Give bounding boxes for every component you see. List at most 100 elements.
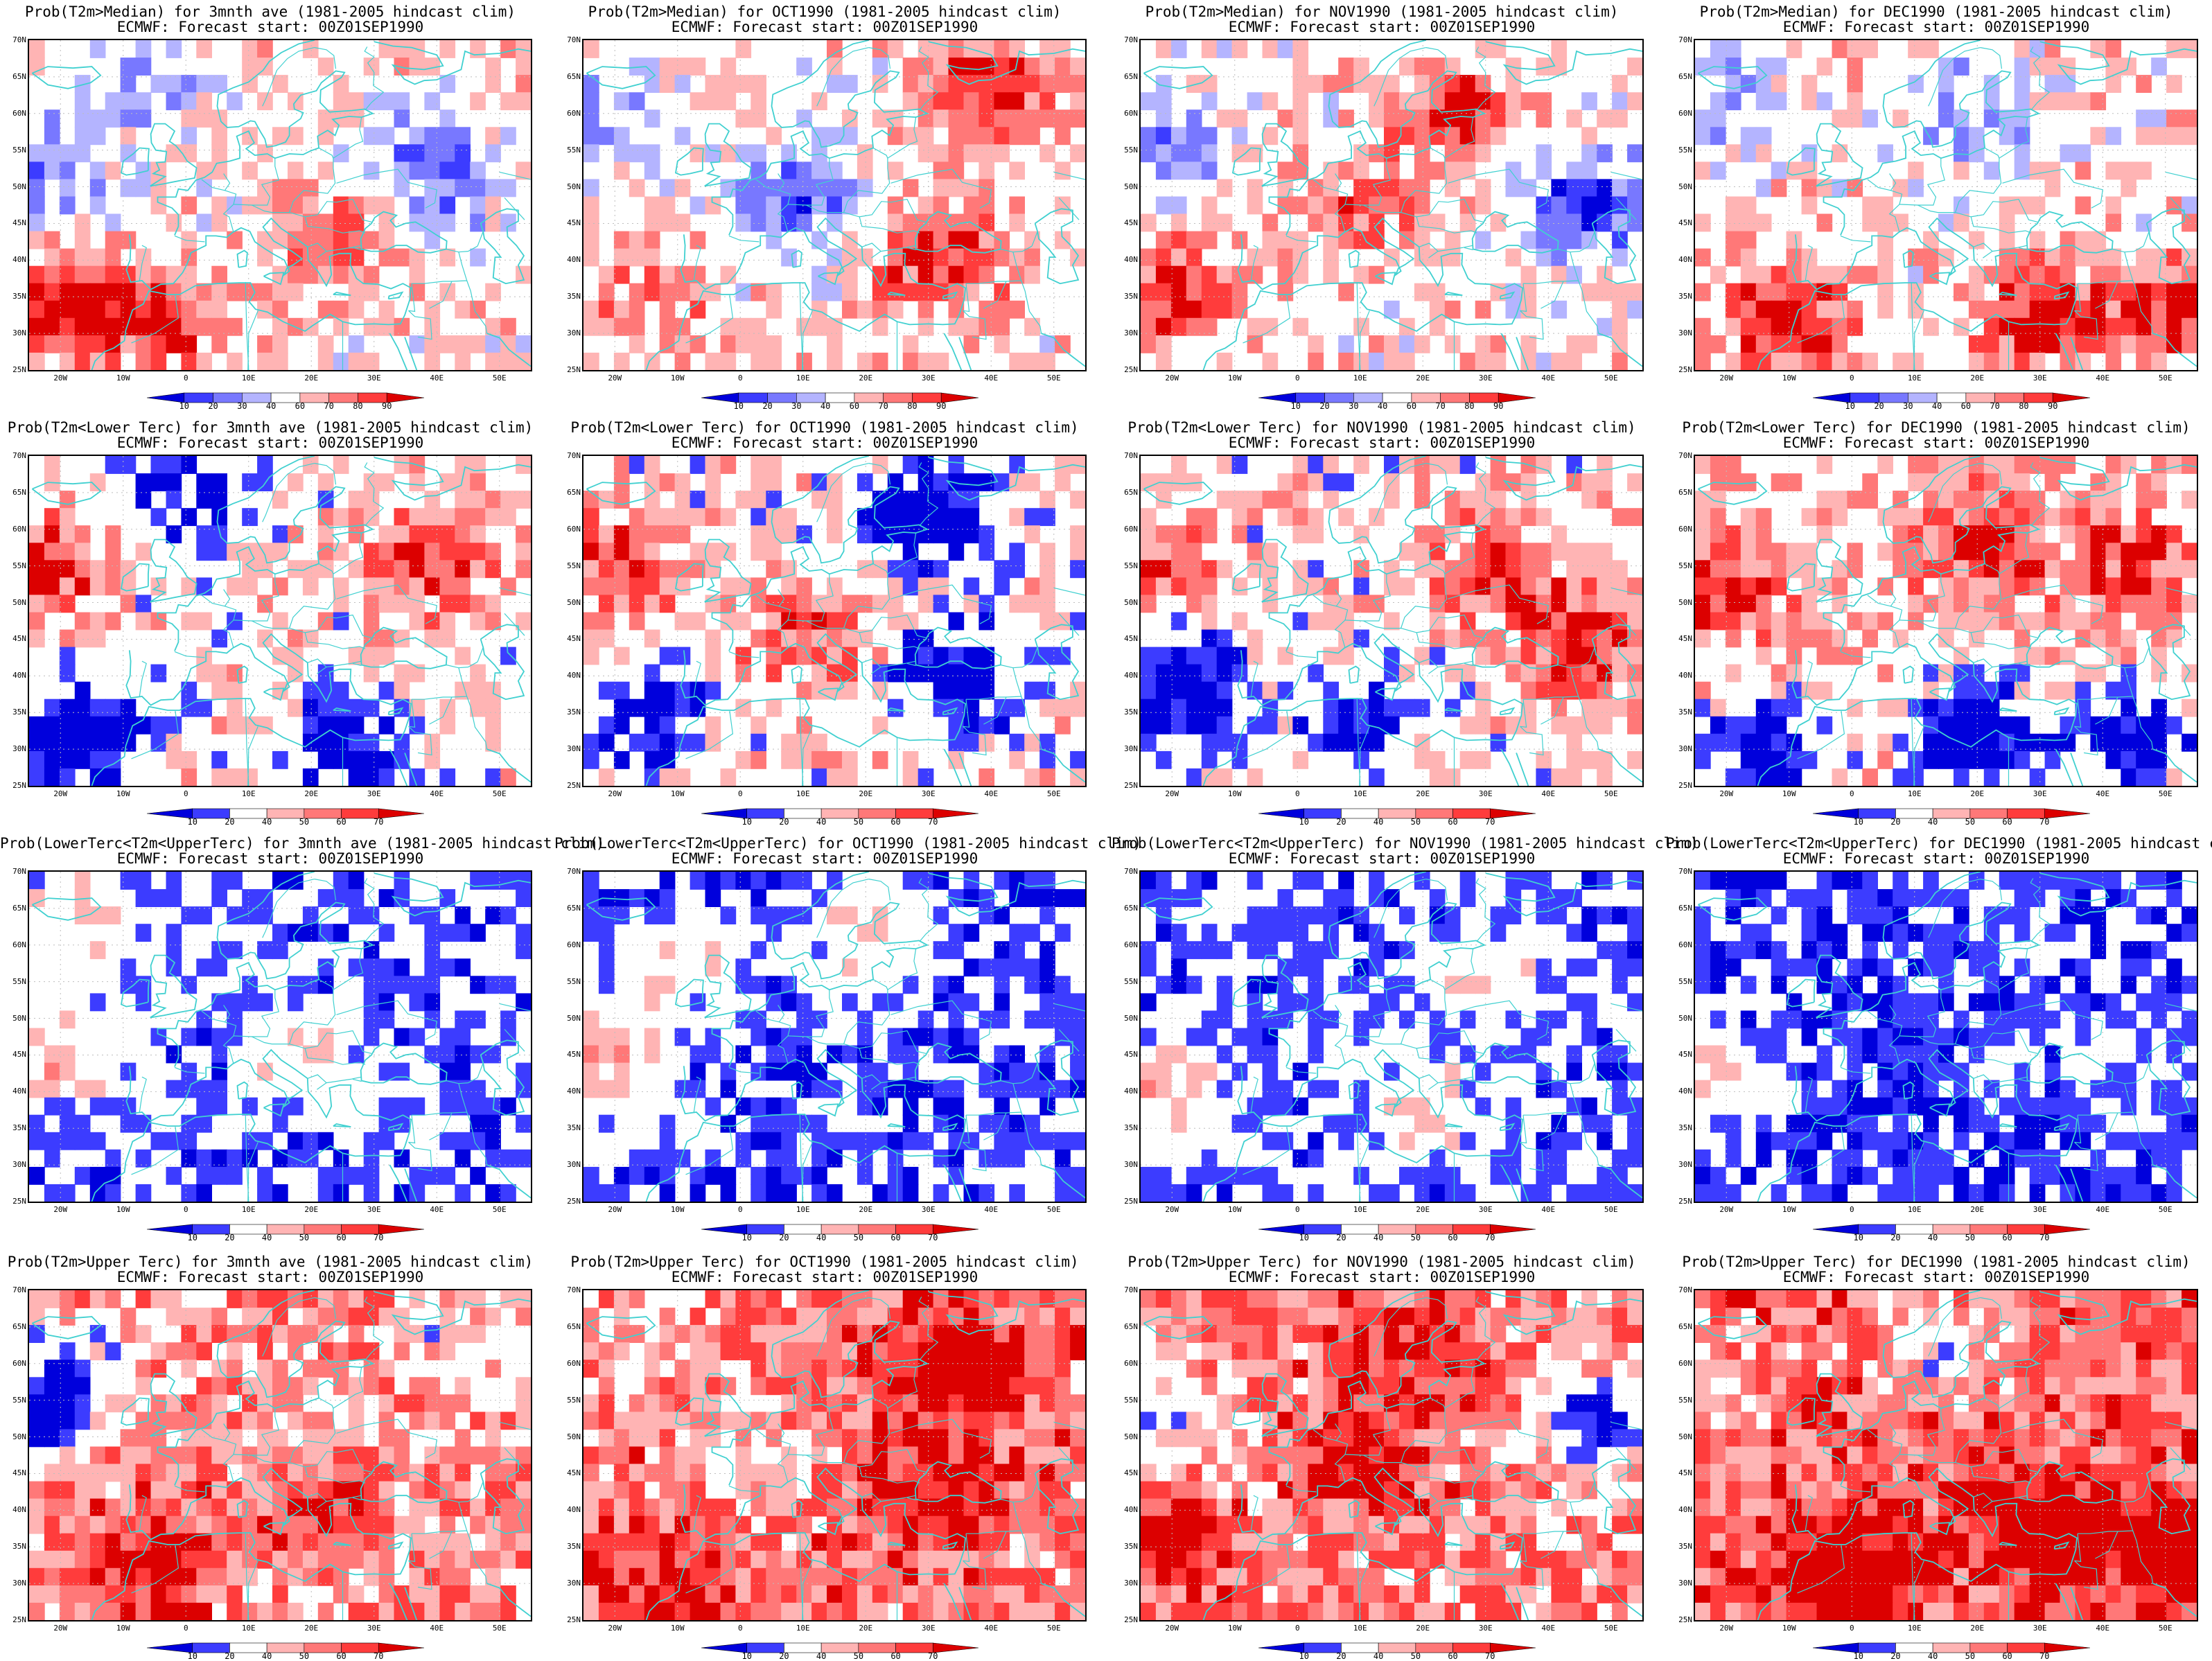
- probability-cell: [1445, 508, 1461, 526]
- probability-cell: [978, 197, 994, 215]
- probability-cell: [1551, 717, 1567, 735]
- probability-cell: [1171, 1184, 1187, 1202]
- probability-cell: [1566, 1063, 1582, 1081]
- probability-cell: [1581, 127, 1597, 145]
- probability-cell: [903, 283, 919, 301]
- probability-cell: [1263, 717, 1279, 735]
- colorbar-swatch: [147, 1224, 193, 1234]
- probability-cell: [811, 161, 827, 179]
- probability-cell: [516, 889, 531, 907]
- probability-cell: [1984, 717, 2000, 735]
- probability-cell: [2015, 92, 2030, 110]
- probability-cell: [166, 1080, 182, 1098]
- probability-cell: [1847, 58, 1863, 76]
- probability-cell: [599, 768, 615, 786]
- probability-cell: [2121, 699, 2136, 717]
- probability-cell: [1597, 1184, 1613, 1202]
- probability-cell: [1787, 699, 1802, 717]
- probability-cell: [2136, 161, 2152, 179]
- probability-cell: [1070, 92, 1085, 110]
- probability-cell: [29, 283, 45, 301]
- probability-cell: [1862, 630, 1878, 648]
- probability-cell: [1141, 92, 1157, 110]
- probability-cell: [1566, 456, 1582, 474]
- probability-cell: [644, 109, 660, 128]
- probability-cell: [364, 58, 380, 76]
- probability-cell: [44, 1150, 60, 1168]
- probability-cell: [1506, 1098, 1522, 1116]
- probability-cell: [964, 717, 980, 735]
- probability-cell: [811, 231, 827, 249]
- probability-cell: [781, 525, 797, 543]
- country-border: [729, 236, 759, 242]
- probability-cell: [978, 1063, 994, 1081]
- probability-cell: [2151, 58, 2167, 76]
- probability-cell: [1323, 699, 1339, 717]
- probability-cell: [2121, 179, 2136, 197]
- probability-cell: [75, 1167, 91, 1185]
- probability-cell: [1292, 127, 1308, 145]
- probability-cell: [1141, 941, 1157, 959]
- probability-cell: [1039, 75, 1055, 93]
- longitude-label: 0: [172, 1206, 200, 1214]
- probability-cell: [500, 1184, 516, 1202]
- probability-cell: [750, 906, 766, 924]
- probability-cell: [599, 543, 615, 561]
- probability-cell: [121, 58, 137, 76]
- probability-cell: [660, 595, 676, 613]
- probability-cell: [1741, 1010, 1757, 1028]
- probability-cell: [660, 560, 676, 578]
- probability-cell: [439, 717, 455, 735]
- probability-cell: [781, 161, 797, 179]
- probability-cell: [75, 249, 91, 267]
- probability-cell: [1414, 751, 1430, 769]
- probability-cell: [1369, 682, 1385, 700]
- longitude-label: 30E: [2026, 374, 2054, 383]
- probability-cell: [2015, 58, 2030, 76]
- probability-cell: [842, 1132, 858, 1150]
- probability-cell: [1536, 1132, 1552, 1150]
- probability-cell: [364, 543, 380, 561]
- probability-cell: [1581, 335, 1597, 353]
- probability-cell: [75, 214, 91, 232]
- probability-cell: [1877, 751, 1893, 769]
- map-canvas: [29, 40, 531, 370]
- probability-cell: [1695, 283, 1711, 301]
- probability-cell: [933, 976, 949, 994]
- colorbar-tick-label: 90: [931, 402, 951, 410]
- probability-cell: [811, 1063, 827, 1081]
- probability-cell: [1597, 699, 1613, 717]
- probability-cell: [705, 508, 721, 526]
- probability-cell: [2045, 473, 2061, 491]
- probability-cell: [90, 109, 106, 128]
- probability-cell: [1954, 751, 1969, 769]
- probability-cell: [1055, 456, 1071, 474]
- probability-cell: [1156, 1184, 1172, 1202]
- probability-cell: [1695, 682, 1711, 700]
- probability-cell: [1536, 92, 1552, 110]
- probability-cell: [705, 543, 721, 561]
- probability-cell: [151, 301, 167, 319]
- probability-cell: [1460, 717, 1476, 735]
- colorbar-swatch: [1490, 809, 1536, 818]
- probability-cell: [470, 1098, 486, 1116]
- probability-cell: [455, 1028, 471, 1046]
- probability-cell: [1156, 197, 1172, 215]
- probability-cell: [1506, 560, 1522, 578]
- probability-cell: [583, 1028, 599, 1046]
- probability-cell: [1156, 976, 1172, 994]
- probability-cell: [811, 283, 827, 301]
- probability-cell: [2075, 577, 2091, 595]
- probability-cell: [470, 595, 486, 613]
- probability-cell: [1521, 717, 1537, 735]
- probability-cell: [1024, 734, 1040, 752]
- probability-cell: [1156, 543, 1172, 561]
- probability-cell: [1612, 179, 1628, 197]
- probability-cell: [1627, 283, 1642, 301]
- probability-cell: [1338, 283, 1354, 301]
- probability-cell: [1802, 924, 1818, 942]
- probability-cell: [644, 1167, 660, 1185]
- probability-cell: [2030, 161, 2046, 179]
- longitude-label: 50E: [1597, 1206, 1625, 1214]
- probability-cell: [1460, 1184, 1476, 1202]
